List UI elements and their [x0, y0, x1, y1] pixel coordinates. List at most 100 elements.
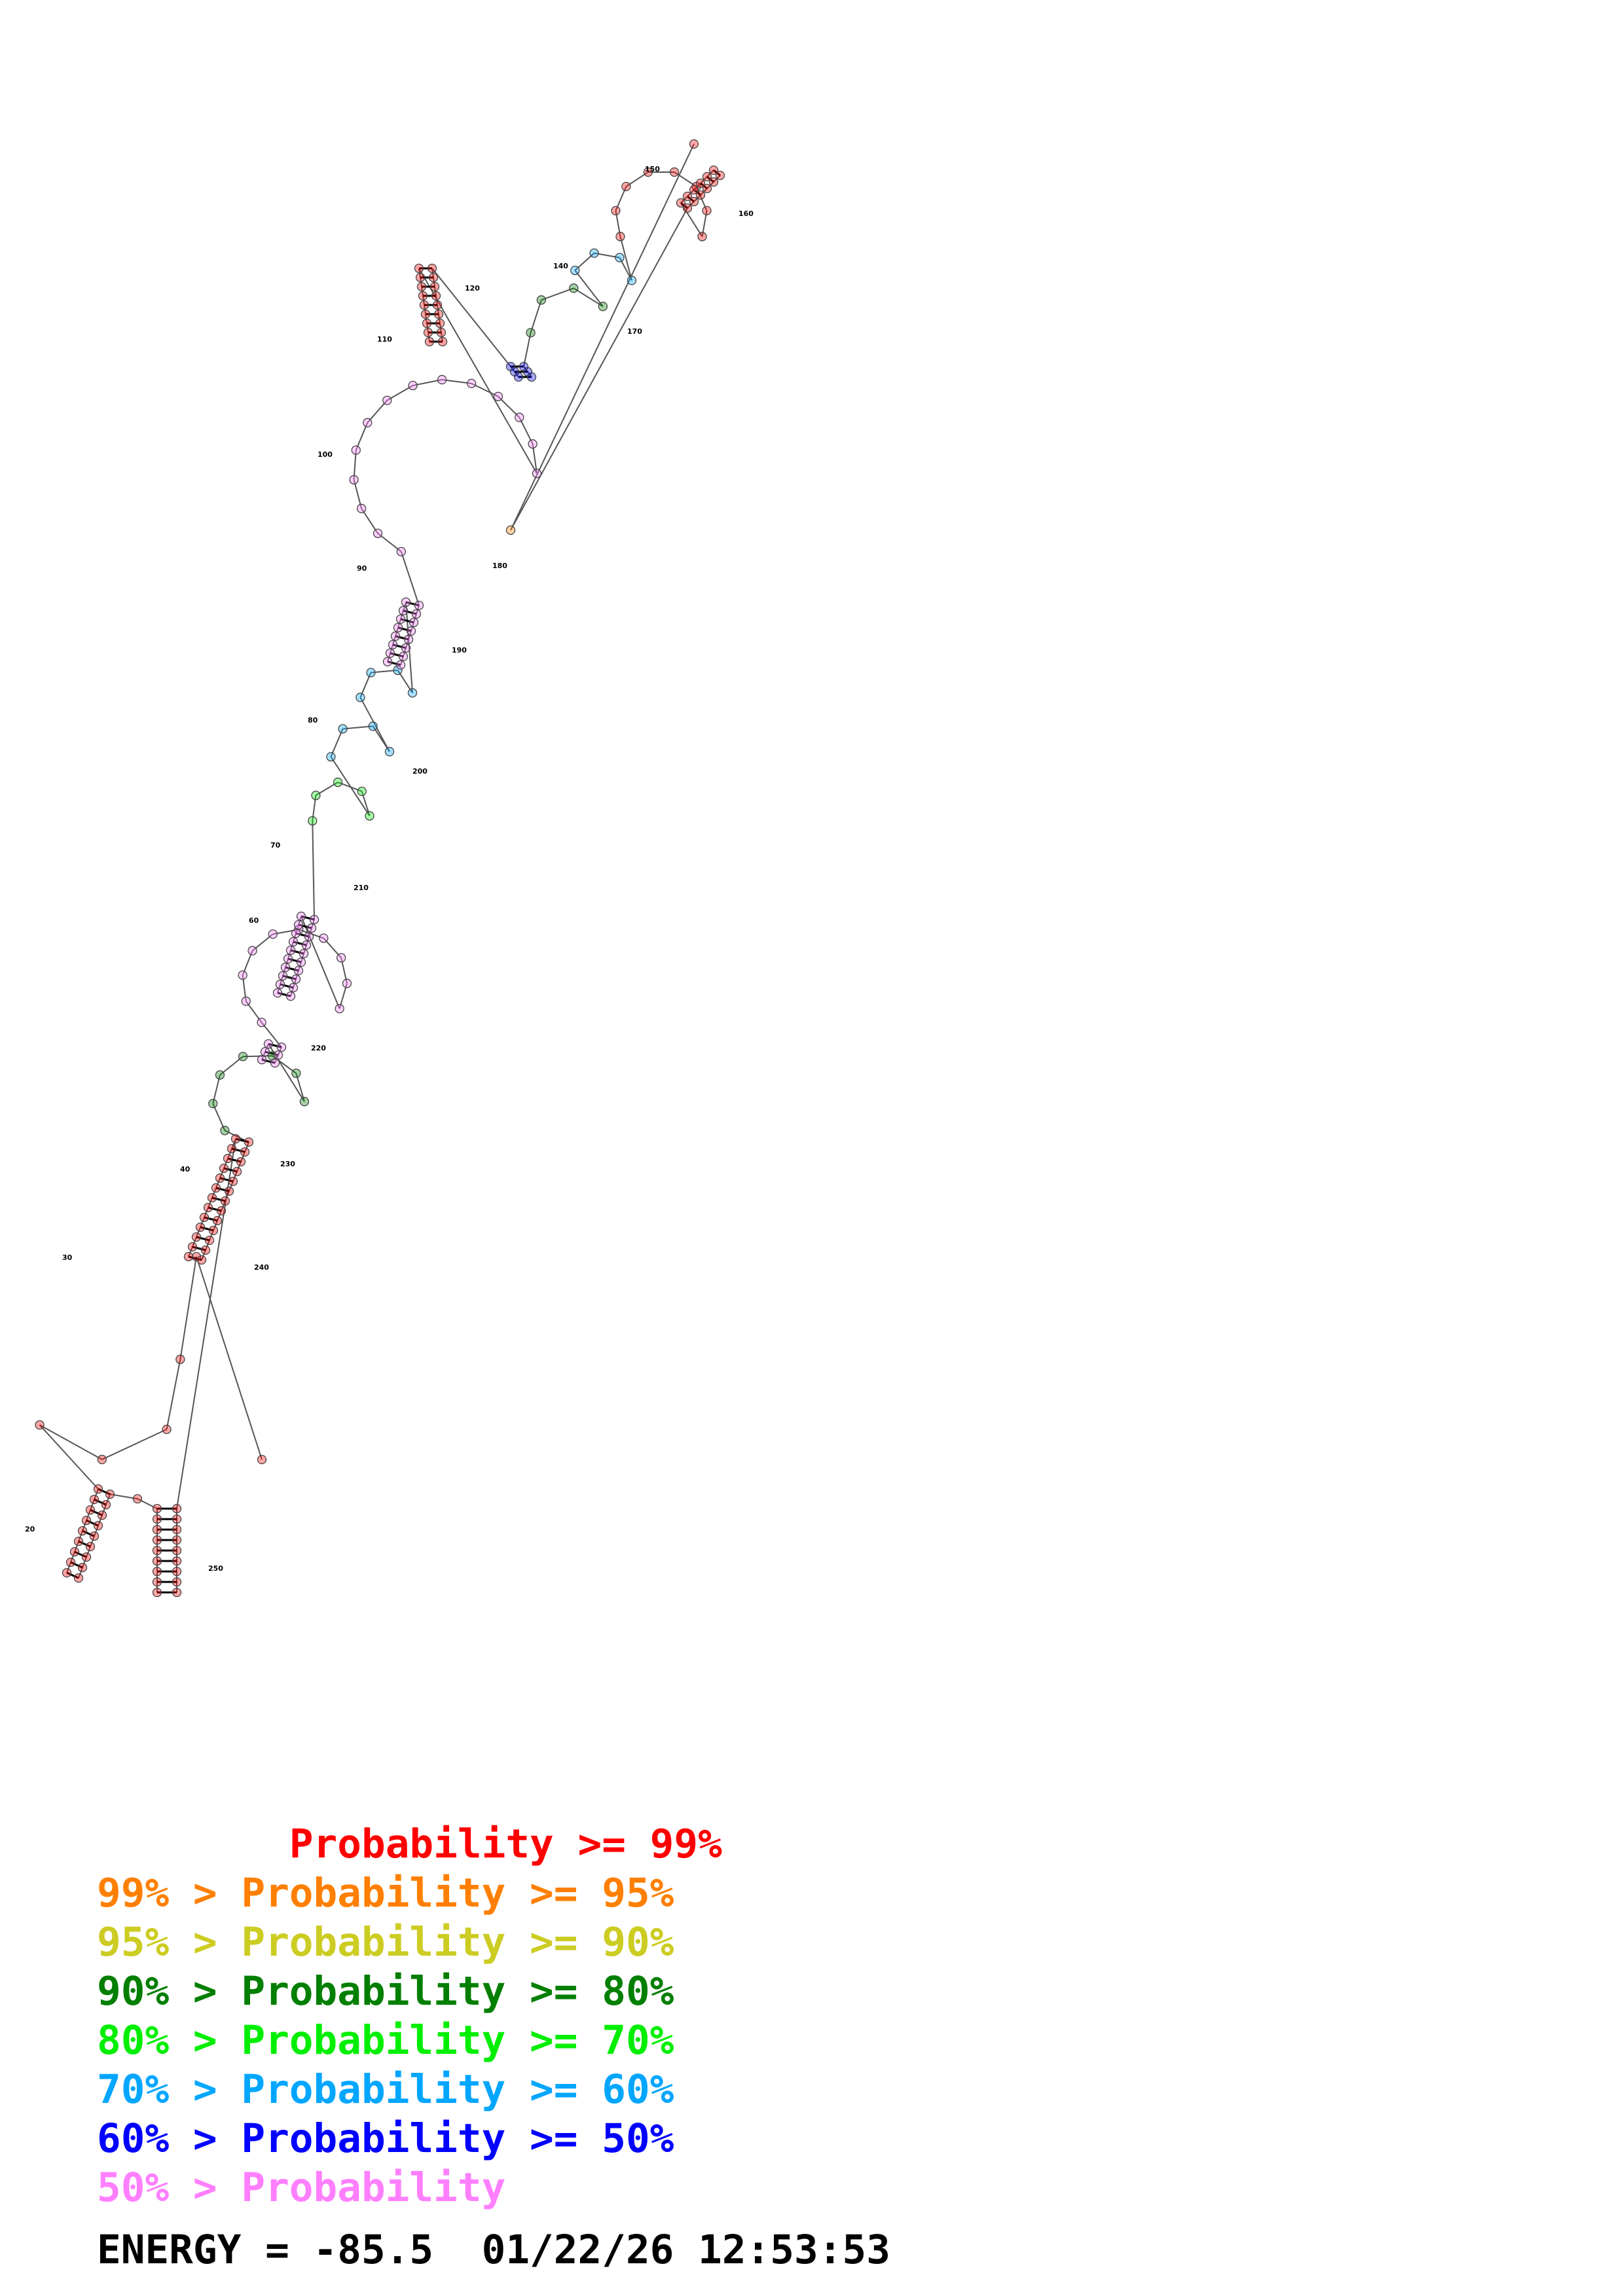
- position-label: 40: [180, 1165, 191, 1174]
- nucleotide: [175, 1354, 185, 1365]
- backbone-link: [573, 287, 604, 308]
- nucleotide: [257, 1017, 266, 1028]
- backbone-link: [541, 287, 574, 301]
- backbone: [39, 143, 721, 1593]
- nucleotide: [382, 656, 393, 667]
- position-label: 30: [62, 1253, 73, 1262]
- nucleotide: [73, 1573, 84, 1583]
- nucleotide: [211, 1183, 221, 1193]
- nucleotide: [77, 1562, 88, 1573]
- base-pair: [277, 992, 291, 997]
- nucleotide: [398, 651, 409, 662]
- backbone-link: [510, 207, 688, 531]
- nucleotide: [429, 281, 440, 292]
- nucleotide: [244, 1137, 254, 1147]
- backbone-link: [219, 1056, 244, 1076]
- nucleotide: [570, 265, 580, 276]
- backbone-link: [200, 1217, 205, 1228]
- nucleotide: [505, 525, 516, 535]
- nucleotide: [428, 272, 439, 283]
- backbone-link: [196, 1227, 201, 1238]
- base-pair: [219, 1177, 234, 1183]
- nucleotide: [162, 1424, 172, 1435]
- backbone-link: [213, 1220, 218, 1231]
- position-label: 100: [318, 450, 333, 459]
- nucleotide: [414, 600, 424, 611]
- nucleotide: [338, 724, 348, 734]
- backbone-link: [196, 1256, 263, 1460]
- backbone-link: [39, 1424, 99, 1490]
- nucleotide: [152, 1514, 162, 1524]
- nucleotide: [423, 327, 433, 338]
- backbone-link: [441, 379, 472, 384]
- backbone-link: [105, 1494, 111, 1505]
- nucleotide: [77, 1526, 88, 1536]
- backbone-link: [510, 143, 695, 531]
- backbone-link: [523, 332, 532, 367]
- nucleotide: [35, 1420, 45, 1430]
- nucleotide: [403, 634, 414, 645]
- nucleotide: [263, 1039, 274, 1049]
- nucleotide: [152, 1577, 162, 1587]
- nucleotide: [200, 1245, 211, 1255]
- backbone-link: [90, 1535, 95, 1547]
- nucleotide: [373, 528, 383, 539]
- nucleotide: [532, 469, 542, 478]
- backbone-link: [205, 1240, 210, 1251]
- base-pair: [200, 1226, 214, 1232]
- nucleotide: [172, 1587, 182, 1598]
- nucleotide: [682, 191, 693, 202]
- position-label: 120: [465, 284, 480, 293]
- nucleotide: [89, 1531, 100, 1541]
- nucleotide: [390, 631, 401, 641]
- backbone-link: [405, 601, 413, 693]
- nucleotide: [299, 1096, 310, 1107]
- nucleotide: [528, 439, 538, 449]
- legend-row-90: 95% > Probability >= 90%: [97, 1919, 674, 1965]
- nucleotide: [296, 957, 306, 967]
- nucleotide: [407, 688, 418, 698]
- position-label: 90: [357, 564, 367, 573]
- nucleotide: [152, 1524, 162, 1535]
- nucleotide: [702, 171, 712, 182]
- position-label: 250: [208, 1564, 223, 1573]
- backbone-link: [619, 236, 632, 281]
- nucleotide: [227, 1143, 237, 1154]
- backbone-link: [367, 400, 388, 423]
- base-pairs: [66, 169, 721, 1594]
- nucleotide: [385, 648, 395, 658]
- nucleotide: [689, 139, 699, 149]
- backbone-link: [498, 396, 520, 418]
- base-pair: [301, 915, 315, 921]
- position-labels: 20 30 40 60 70 80 90 100 110 120 140 150 160 170 180 19…: [25, 165, 754, 1573]
- nucleotide: [152, 1545, 162, 1556]
- nucleotide: [101, 1499, 111, 1510]
- nucleotide: [105, 1489, 115, 1499]
- base-pair: [90, 1509, 103, 1516]
- nucleotide: [283, 954, 293, 964]
- base-pair: [397, 626, 412, 632]
- nucleotide: [611, 206, 621, 216]
- nucleotide: [97, 1510, 107, 1520]
- backbone-link: [330, 728, 344, 757]
- base-pair: [208, 1206, 222, 1212]
- backbone-link: [201, 1249, 206, 1261]
- nucleotide: [296, 911, 306, 922]
- nucleotide: [309, 914, 319, 925]
- backbone-link: [418, 268, 538, 474]
- position-label: 140: [553, 262, 568, 270]
- nucleotide: [65, 1557, 76, 1568]
- nucleotide: [437, 374, 447, 385]
- backbone-link: [39, 1424, 103, 1460]
- legend-row-99: Probability >= 99%: [97, 1821, 722, 1867]
- base-pair: [390, 652, 404, 658]
- backbone-link: [342, 725, 373, 730]
- backbone-link: [101, 1504, 107, 1516]
- nucleotide: [172, 1524, 182, 1535]
- nucleotide: [268, 929, 278, 939]
- nucleotide: [278, 971, 288, 981]
- base-pair: [268, 1043, 282, 1049]
- nucleotide: [342, 978, 352, 988]
- backbone-link: [244, 1141, 249, 1153]
- nucleotide: [276, 1042, 287, 1052]
